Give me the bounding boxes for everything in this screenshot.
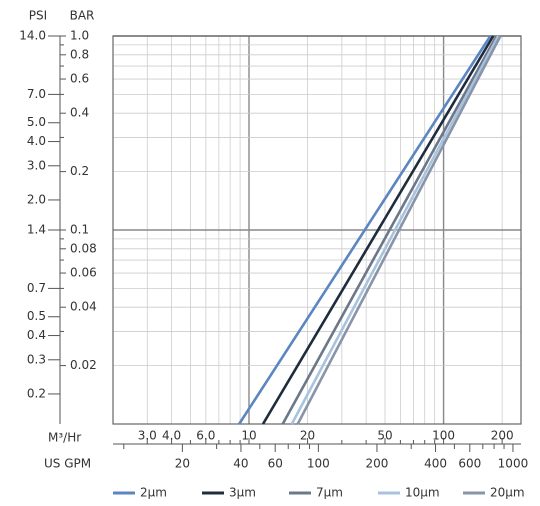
legend-label: 20μm (490, 486, 525, 500)
x-tick-label: 10 (241, 429, 256, 443)
y2-tick-label: 4.0 (27, 134, 46, 148)
legend-label: 3μm (229, 486, 256, 500)
y2-tick-label: 5.0 (27, 115, 46, 129)
x2-tick-label: 100 (307, 457, 330, 471)
y2-tick-label: 7.0 (27, 87, 46, 101)
series-line (261, 35, 495, 425)
y2-tick-label: 0.4 (27, 328, 46, 342)
y-tick-label: 0.04 (70, 300, 97, 314)
x2-tick-label: 20 (175, 457, 190, 471)
y2-tick-label: 0.2 (27, 386, 46, 400)
legend-label: 2μm (140, 486, 167, 500)
y2-tick-label: 1.4 (27, 223, 46, 237)
y2-tick-label: 0.5 (27, 309, 46, 323)
y-tick-label: 0.4 (70, 106, 89, 120)
legend-label: 7μm (316, 486, 343, 500)
series-line (281, 35, 498, 425)
series-line (296, 35, 502, 425)
x-tick-label: 6.0 (196, 429, 215, 443)
x2-axis-title: US GPM (44, 457, 91, 471)
plot-frame (112, 35, 522, 425)
x2-tick-label: 1000 (498, 457, 529, 471)
legend-label: 10μm (405, 486, 440, 500)
x2-tick-label: 400 (424, 457, 447, 471)
y-tick-label: 0.1 (70, 223, 89, 237)
x-tick-label: 200 (491, 429, 514, 443)
y-tick-label: 0.2 (70, 164, 89, 178)
y-tick-label: 0.06 (70, 266, 97, 280)
y-tick-label: 0.8 (70, 47, 89, 61)
y2-axis-title: PSI (29, 9, 47, 23)
y-tick-label: 1.0 (70, 29, 89, 43)
y-tick-label: 0.6 (70, 72, 89, 86)
x2-tick-label: 200 (365, 457, 388, 471)
y2-tick-label: 0.3 (27, 352, 46, 366)
y2-tick-label: 3.0 (27, 158, 46, 172)
x-tick-label: 20 (300, 429, 315, 443)
y-axis-title: BAR (70, 9, 95, 23)
x-tick-label: 50 (377, 429, 392, 443)
x2-tick-label: 600 (458, 457, 481, 471)
y2-tick-label: 2.0 (27, 192, 46, 206)
x2-tick-label: 60 (268, 457, 283, 471)
y-tick-label: 0.08 (70, 241, 97, 255)
series-line (290, 35, 500, 425)
y-tick-label: 0.02 (70, 358, 97, 372)
y2-tick-label: 0.7 (27, 281, 46, 295)
x-tick-label: 100 (432, 429, 455, 443)
x2-tick-label: 40 (233, 457, 248, 471)
series-line (238, 35, 492, 425)
y2-tick-label: 14.0 (19, 29, 46, 43)
x-tick-label: 3.0 (138, 429, 157, 443)
x-axis-title: M³/Hr (48, 431, 81, 445)
x-tick-label: 4.0 (162, 429, 181, 443)
